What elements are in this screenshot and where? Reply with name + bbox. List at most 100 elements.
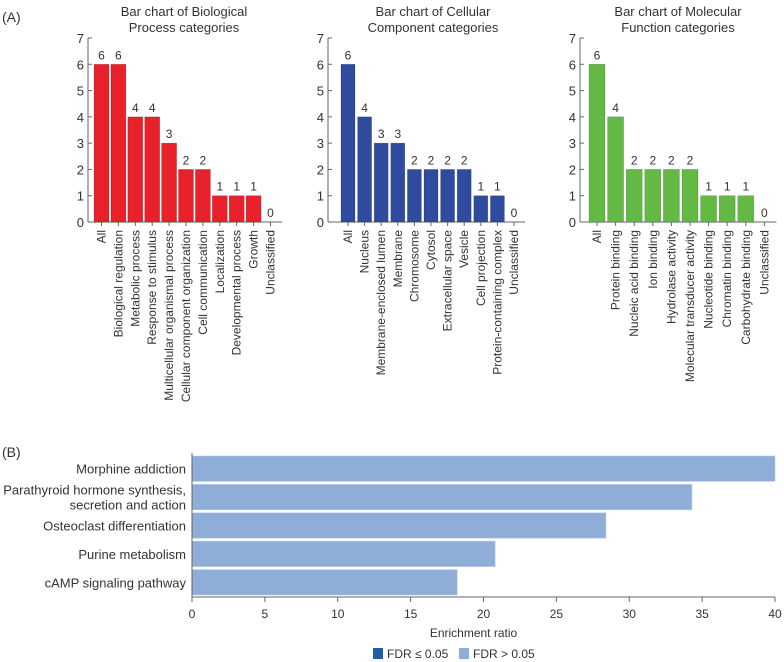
bar	[191, 484, 693, 511]
bar	[663, 169, 680, 223]
y-tick-label: 1	[569, 189, 576, 204]
x-tick-label: Nucleic acid binding	[627, 230, 641, 337]
x-tick-label: Cell projection	[474, 230, 488, 306]
y-tick-label: 2	[569, 162, 576, 177]
x-tick-label: 0	[189, 607, 196, 621]
bar-value-label: 2	[687, 153, 694, 167]
x-axis-title: Enrichment ratio	[430, 626, 518, 640]
chart-title: Function categories	[621, 20, 735, 35]
legend-label: FDR > 0.05	[473, 647, 535, 661]
x-tick-label: All	[341, 230, 355, 243]
bar	[625, 169, 643, 223]
bar	[245, 195, 262, 223]
x-tick-label: Membrane	[391, 230, 405, 288]
x-tick-label: 40	[768, 607, 782, 621]
y-tick-label: 5	[77, 84, 84, 99]
bar-value-label: 2	[631, 153, 638, 167]
y-category-label: Purine metabolism	[78, 547, 186, 562]
bar	[191, 455, 776, 482]
y-tick-label: 4	[569, 110, 576, 125]
y-category-label: Morphine addiction	[76, 462, 186, 477]
bar-value-label: 6	[594, 48, 601, 62]
bar-value-label: 2	[183, 153, 190, 167]
bar	[161, 142, 177, 223]
y-category-label: cAMP signaling pathway	[45, 575, 187, 590]
y-tick-label: 6	[569, 57, 576, 72]
bar	[127, 116, 144, 223]
bar-value-label: 1	[250, 180, 257, 194]
bar	[110, 63, 127, 223]
chart-title: Component categories	[368, 20, 499, 35]
x-tick-label: Unclassified	[757, 230, 771, 295]
chart-title: Bar chart of Biological	[121, 4, 248, 19]
bar-value-label: 1	[724, 180, 731, 194]
bar	[212, 195, 228, 223]
x-tick-label: Nucleotide binding	[702, 230, 716, 329]
bar	[737, 195, 755, 223]
y-tick-label: 7	[317, 31, 324, 46]
bar-value-label: 1	[742, 180, 749, 194]
bar	[456, 169, 472, 223]
y-tick-label: 6	[317, 57, 324, 72]
bar	[407, 169, 422, 223]
bar-value-label: 4	[612, 101, 619, 115]
bar	[390, 142, 406, 223]
x-tick-label: Biological regulation	[111, 230, 125, 337]
y-tick-label: 0	[77, 215, 84, 230]
bar-value-label: 1	[477, 180, 484, 194]
y-tick-label: 1	[317, 189, 324, 204]
x-tick-label: Multicellular organismal process	[162, 230, 176, 401]
bar-value-label: 0	[267, 206, 274, 220]
x-tick-label: Chromosome	[407, 230, 421, 302]
bar	[373, 142, 389, 223]
x-tick-label: All	[95, 230, 109, 243]
x-tick-label: 25	[550, 607, 564, 621]
panel-label-a: (A)	[2, 9, 21, 25]
x-tick-label: Ion binding	[646, 230, 660, 289]
x-tick-label: Hydrolase activity	[664, 230, 678, 324]
bar-value-label: 4	[361, 101, 368, 115]
x-tick-label: 20	[477, 607, 491, 621]
x-tick-label: Protein-containing complex	[490, 230, 504, 375]
y-tick-label: 5	[317, 84, 324, 99]
x-tick-label: Vesicle	[457, 230, 471, 268]
bar-value-label: 4	[132, 101, 139, 115]
bar-value-label: 6	[98, 48, 105, 62]
y-tick-label: 1	[77, 189, 84, 204]
bar-value-label: 1	[233, 180, 240, 194]
bar	[144, 116, 160, 223]
bar-value-label: 3	[378, 127, 385, 141]
x-tick-label: Developmental process	[230, 230, 244, 355]
x-tick-label: Unclassified	[264, 230, 278, 295]
y-tick-label: 2	[317, 162, 324, 177]
bar-value-label: 1	[216, 180, 223, 194]
y-tick-label: 7	[569, 31, 576, 46]
x-tick-label: Molecular transducer activity	[683, 230, 697, 382]
bar-value-label: 6	[115, 48, 122, 62]
legend-swatch	[459, 648, 469, 659]
y-tick-label: 5	[569, 84, 576, 99]
bar	[93, 63, 110, 223]
x-tick-label: Cellular component organization	[179, 230, 193, 402]
bar	[718, 195, 736, 223]
x-tick-label: Localization	[213, 230, 227, 293]
bar	[357, 116, 372, 223]
x-tick-label: 5	[262, 607, 269, 621]
bar	[588, 63, 606, 223]
legend-label: FDR ≤ 0.05	[387, 647, 449, 661]
y-tick-label: 3	[317, 136, 324, 151]
x-tick-label: Membrane-enclosed lumen	[374, 230, 388, 375]
bar	[228, 195, 245, 223]
bar	[440, 169, 455, 223]
y-tick-label: 7	[77, 31, 84, 46]
y-tick-label: 3	[569, 136, 576, 151]
x-tick-label: Extracellular space	[441, 230, 455, 332]
bar	[681, 169, 699, 223]
y-tick-label: 0	[317, 215, 324, 230]
y-tick-label: 4	[317, 110, 324, 125]
y-tick-label: 6	[77, 57, 84, 72]
bar	[490, 195, 505, 223]
bar	[340, 63, 356, 223]
